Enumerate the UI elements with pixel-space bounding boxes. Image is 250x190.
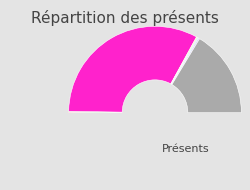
Text: 2: 2 <box>120 52 126 62</box>
Wedge shape <box>172 38 200 85</box>
Wedge shape <box>69 111 122 112</box>
Wedge shape <box>172 39 241 113</box>
Wedge shape <box>69 26 196 112</box>
Wedge shape <box>171 37 198 84</box>
Wedge shape <box>171 38 198 84</box>
Wedge shape <box>69 112 122 113</box>
Wedge shape <box>172 38 199 84</box>
Text: 1: 1 <box>207 76 214 86</box>
Wedge shape <box>171 37 197 84</box>
Text: Présents: Présents <box>162 144 209 154</box>
Text: Répartition des présents: Répartition des présents <box>31 10 219 25</box>
